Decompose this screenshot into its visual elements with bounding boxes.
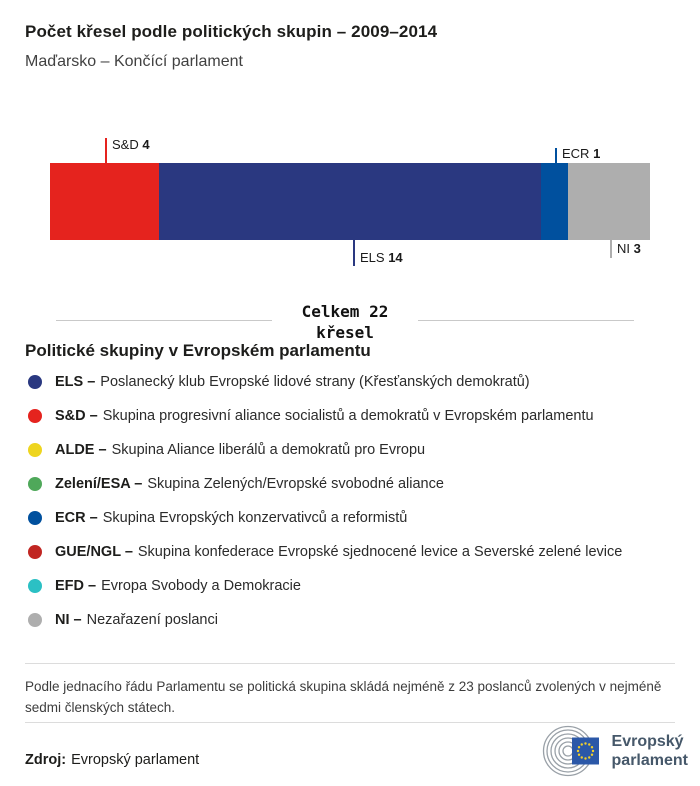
legend-abbr: S&D – <box>55 408 98 424</box>
legend-dot-ecr <box>28 511 42 525</box>
callout-label-sd: S&D 4 <box>112 137 150 152</box>
legend-dot-ni <box>28 613 42 627</box>
legend-item-alde: ALDE – Skupina Aliance liberálů a demokra… <box>28 433 678 467</box>
legend: ELS – Poslanecký klub Evropské lidové str… <box>28 365 678 637</box>
legend-desc: Evropa Svobody a Demokracie <box>101 578 301 594</box>
legend-item-zeleni-esa: Zelení/ESA – Skupina Zelených/Evropské sv… <box>28 467 678 501</box>
seat-bar-chart: S&D 4 ECR 1 ELS 14 NI 3 <box>50 135 650 273</box>
callout-label-ni: NI 3 <box>617 241 641 256</box>
total-row: Celkem 22 křesel <box>56 301 634 343</box>
ep-logo-wordmark: Evropský parlament <box>612 732 688 770</box>
legend-dot-els <box>28 375 42 389</box>
legend-dot-alde <box>28 443 42 457</box>
source-line: Zdroj: Evropský parlament <box>25 752 199 768</box>
total-divider-right <box>418 320 634 321</box>
bar-segment-sd <box>50 163 160 240</box>
legend-item-ecr: ECR – Skupina Evropských konzervativců a … <box>28 501 678 535</box>
callout-group-sd: S&D <box>112 137 139 152</box>
page-subtitle: Maďarsko – Končící parlament <box>25 53 243 70</box>
callout-seats-ni: 3 <box>633 241 641 256</box>
callout-seats-sd: 4 <box>142 137 150 152</box>
ep-logo-line2: parlament <box>611 752 688 769</box>
eu-flag-icon <box>571 737 599 765</box>
footnote: Podle jednacího řádu Parlamentu se polit… <box>25 679 662 715</box>
callout-tick-ni <box>610 240 612 258</box>
legend-dot-efd <box>28 579 42 593</box>
source-value: Evropský parlament <box>71 752 200 768</box>
legend-item-ni: NI – Nezařazení poslanci <box>28 603 678 637</box>
legend-heading: Politické skupiny v Evropském parlamentu <box>25 341 371 360</box>
divider-footnote-top <box>25 663 675 664</box>
total-label: Celkem 22 křesel <box>272 301 418 343</box>
legend-abbr: ELS – <box>55 374 96 390</box>
bar-segment-ecr <box>540 163 569 240</box>
legend-desc: Skupina progresivní aliance socialistů a… <box>102 408 594 424</box>
total-label-line1: Celkem 22 <box>301 302 389 321</box>
seat-bar <box>50 163 650 240</box>
legend-abbr: ALDE – <box>55 442 107 458</box>
legend-dot-sd <box>28 409 42 423</box>
callout-label-ecr: ECR 1 <box>562 146 600 161</box>
total-label-line2: křesel <box>316 323 374 342</box>
legend-abbr: NI – <box>55 612 82 628</box>
total-divider-left <box>56 320 272 321</box>
legend-dot-zeleni-esa <box>28 477 42 491</box>
legend-desc: Skupina Evropských konzervativců a refor… <box>102 510 408 526</box>
legend-abbr: ECR – <box>55 510 98 526</box>
legend-item-efd: EFD – Evropa Svobody a Demokracie <box>28 569 678 603</box>
ep-logo-line1: Evropský <box>611 733 684 750</box>
callout-group-els: ELS <box>360 250 385 265</box>
legend-item-gue-ngl: GUE/NGL – Skupina konfederace Evropské sj… <box>28 535 678 569</box>
ep-logo: Evropský parlament <box>532 724 688 778</box>
header: Počet křesel podle politických skupin – … <box>25 22 675 71</box>
callout-group-ni: NI <box>617 241 630 256</box>
legend-item-els: ELS – Poslanecký klub Evropské lidové str… <box>28 365 678 399</box>
source-label: Zdroj: <box>25 752 67 768</box>
bar-segment-ni <box>568 163 650 240</box>
page-title: Počet křesel podle politických skupin – … <box>25 22 438 41</box>
legend-abbr: Zelení/ESA – <box>55 476 143 492</box>
legend-desc: Skupina Zelených/Evropské svobodné alian… <box>147 476 444 492</box>
legend-desc: Skupina konfederace Evropské sjednocené … <box>137 544 623 560</box>
callout-label-els: ELS 14 <box>360 250 403 265</box>
bar-segment-els <box>159 163 541 240</box>
legend-abbr: GUE/NGL – <box>55 544 133 560</box>
callout-seats-els: 14 <box>388 250 403 265</box>
ep-hemicycle-icon <box>542 725 599 777</box>
legend-item-sd: S&D – Skupina progresivní aliance sociali… <box>28 399 678 433</box>
legend-desc: Skupina Aliance liberálů a demokratů pro… <box>111 442 426 458</box>
callout-seats-ecr: 1 <box>593 146 601 161</box>
legend-desc: Nezařazení poslanci <box>86 612 218 628</box>
callout-tick-els <box>353 240 355 266</box>
callout-tick-sd <box>105 138 107 163</box>
legend-abbr: EFD – <box>55 578 97 594</box>
divider-footnote-bottom <box>25 722 675 723</box>
callout-group-ecr: ECR <box>562 146 590 161</box>
legend-dot-gue-ngl <box>28 545 42 559</box>
legend-desc: Poslanecký klub Evropské lidové strany (… <box>100 374 530 390</box>
callout-tick-ecr <box>555 148 557 163</box>
